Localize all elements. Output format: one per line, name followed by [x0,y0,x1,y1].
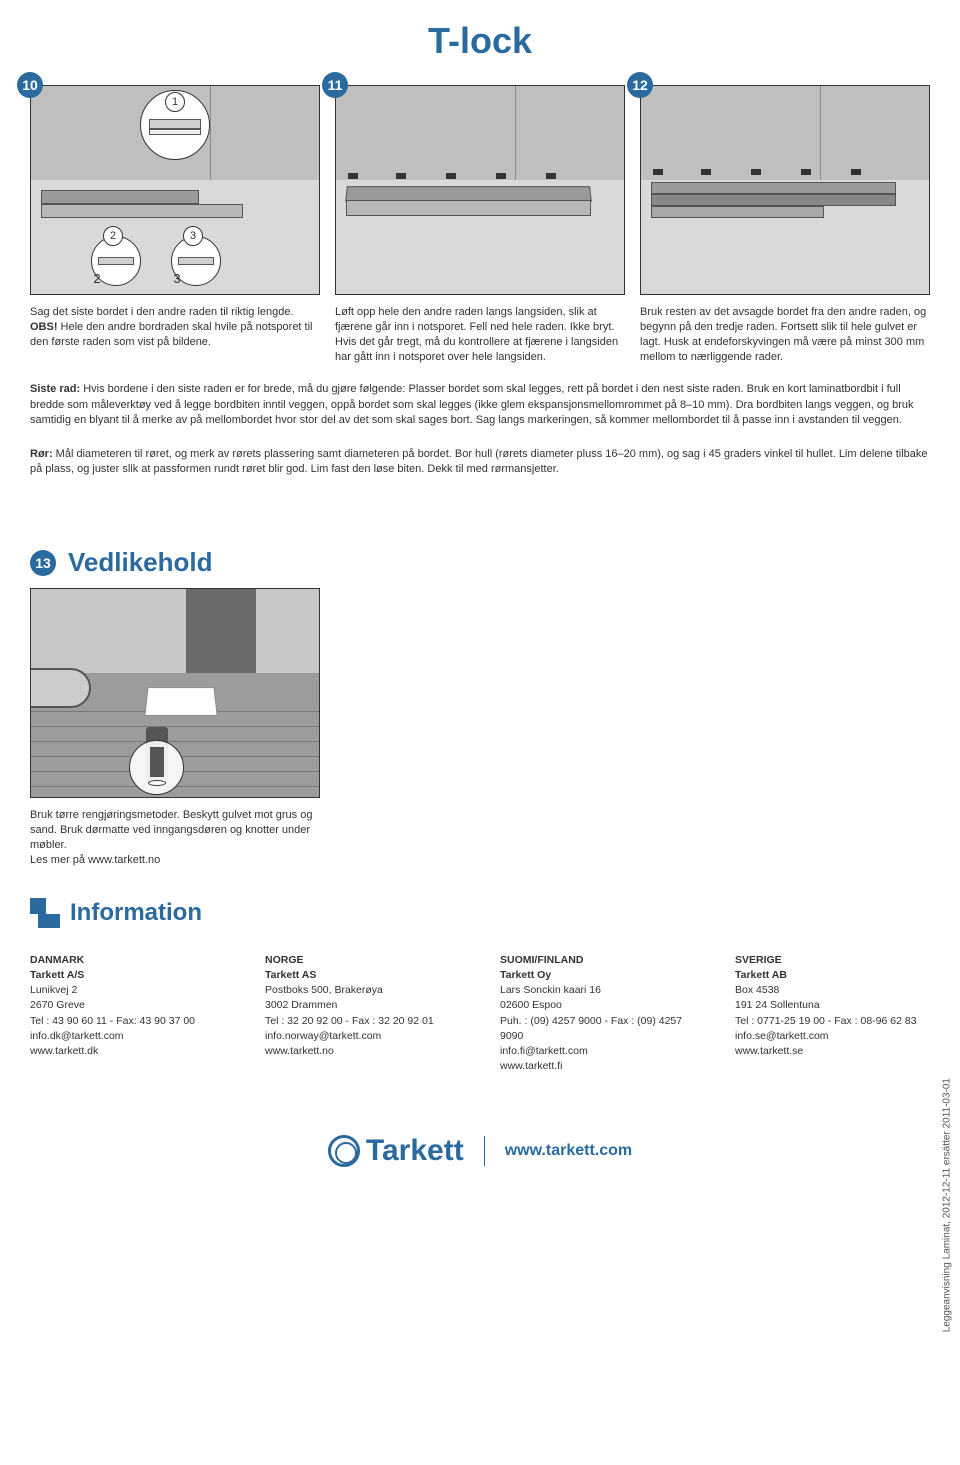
country-label: SUOMI/FINLAND [500,953,695,968]
contact-line: info.norway@tarkett.com [265,1029,460,1044]
contact-line: Lunikvej 2 [30,983,225,998]
figure-10-number: 10 [17,72,43,98]
information-heading: Information [30,898,930,928]
contact-line: Lars Sonckin kaari 16 [500,983,695,998]
side-revision-text: Leggeanvisning Laminat, 2012-12-11 ersät… [941,1078,952,1332]
contact-line: info.dk@tarkett.com [30,1029,225,1044]
contact-line: 02600 Espoo [500,998,695,1013]
contact-line: 191 24 Sollentuna [735,998,930,1013]
info-logo-icon [30,898,60,928]
contact-line: Puh. : (09) 4257 9000 - Fax : (09) 4257 … [500,1014,695,1044]
ror-label: Rør: [30,448,53,460]
figure-13-number: 13 [30,550,56,576]
country-label: DANMARK [30,953,225,968]
contact-line: www.tarkett.no [265,1044,460,1059]
contact-danmark: DANMARK Tarkett A/S Lunikvej 2 2670 Grev… [30,953,225,1075]
figure-12-number: 12 [627,72,653,98]
company-label: Tarkett Oy [500,968,695,983]
section-13-header: 13 Vedlikehold [30,547,930,578]
figure-10-illustration: 1 2 2 3 3 [30,85,320,295]
contact-suomi: SUOMI/FINLAND Tarkett Oy Lars Sonckin ka… [500,953,695,1075]
footer-brand-text: Tarkett [366,1134,464,1168]
contact-sverige: SVERIGE Tarkett AB Box 4538 191 24 Solle… [735,953,930,1075]
contact-line: Tel : 0771-25 19 00 - Fax : 08-96 62 83 [735,1014,930,1029]
footer-logo: Tarkett [328,1134,464,1168]
contact-line: Box 4538 [735,983,930,998]
figure-11: 11 Løft opp hele den andre raden langs l… [335,72,625,364]
contact-line: info.fi@tarkett.com [500,1044,695,1059]
footer-url: www.tarkett.com [505,1142,632,1160]
figure-12-illustration [640,85,930,295]
country-label: SVERIGE [735,953,930,968]
detail-label-2b: 2 [87,268,107,288]
section-13-heading: Vedlikehold [68,547,213,578]
figure-13-illustration [30,588,320,798]
page-title: T-lock [30,20,930,62]
detail-label-1: 1 [165,92,185,112]
contact-line: www.tarkett.fi [500,1059,695,1074]
contact-line: www.tarkett.se [735,1044,930,1059]
caption-bold: OBS! [30,321,58,333]
caption-text-post: Hele den andre bordraden skal hvile på n… [30,321,313,348]
contact-line: www.tarkett.dk [30,1044,225,1059]
paragraph-siste-rad: Siste rad: Hvis bordene i den siste rade… [30,382,930,428]
tarkett-logo-icon [328,1135,360,1167]
contact-line: info.se@tarkett.com [735,1029,930,1044]
info-heading-text: Information [70,899,202,927]
detail-label-3a: 3 [183,226,203,246]
contact-line: 3002 Drammen [265,998,460,1013]
figures-row: 10 1 2 2 3 3 Sa [30,72,930,364]
ror-text: Mål diameteren til røret, og merk av rør… [30,448,928,475]
figure-12-caption: Bruk resten av det avsagde bordet fra de… [640,305,930,364]
detail-label-2a: 2 [103,226,123,246]
contacts-row: DANMARK Tarkett A/S Lunikvej 2 2670 Grev… [30,953,930,1075]
figure-13-caption: Bruk tørre rengjøringsmetoder. Beskytt g… [30,808,320,867]
footer: Tarkett www.tarkett.com [30,1134,930,1168]
figure-12: 12 Bruk resten av det avsagde bordet fra… [640,72,930,364]
figure-10: 10 1 2 2 3 3 Sa [30,72,320,364]
siste-rad-text: Hvis bordene i den siste raden er for br… [30,383,914,426]
figure-10-caption: Sag det siste bordet i den andre raden t… [30,305,320,350]
contact-line: Postboks 500, Brakerøya [265,983,460,998]
contact-line: Tel : 32 20 92 00 - Fax : 32 20 92 01 [265,1014,460,1029]
company-label: Tarkett AB [735,968,930,983]
company-label: Tarkett A/S [30,968,225,983]
figure-11-illustration [335,85,625,295]
detail-label-3b: 3 [167,268,187,288]
caption-text-pre: Sag det siste bordet i den andre raden t… [30,306,294,318]
contact-line: Tel : 43 90 60 11 - Fax: 43 90 37 00 [30,1014,225,1029]
figure-11-caption: Løft opp hele den andre raden langs lang… [335,305,625,364]
footer-separator [484,1136,485,1166]
paragraph-ror: Rør: Mål diameteren til røret, og merk a… [30,447,930,478]
country-label: NORGE [265,953,460,968]
contact-line: 2670 Greve [30,998,225,1013]
company-label: Tarkett AS [265,968,460,983]
contact-norge: NORGE Tarkett AS Postboks 500, Brakerøya… [265,953,460,1075]
siste-rad-label: Siste rad: [30,383,80,395]
figure-11-number: 11 [322,72,348,98]
